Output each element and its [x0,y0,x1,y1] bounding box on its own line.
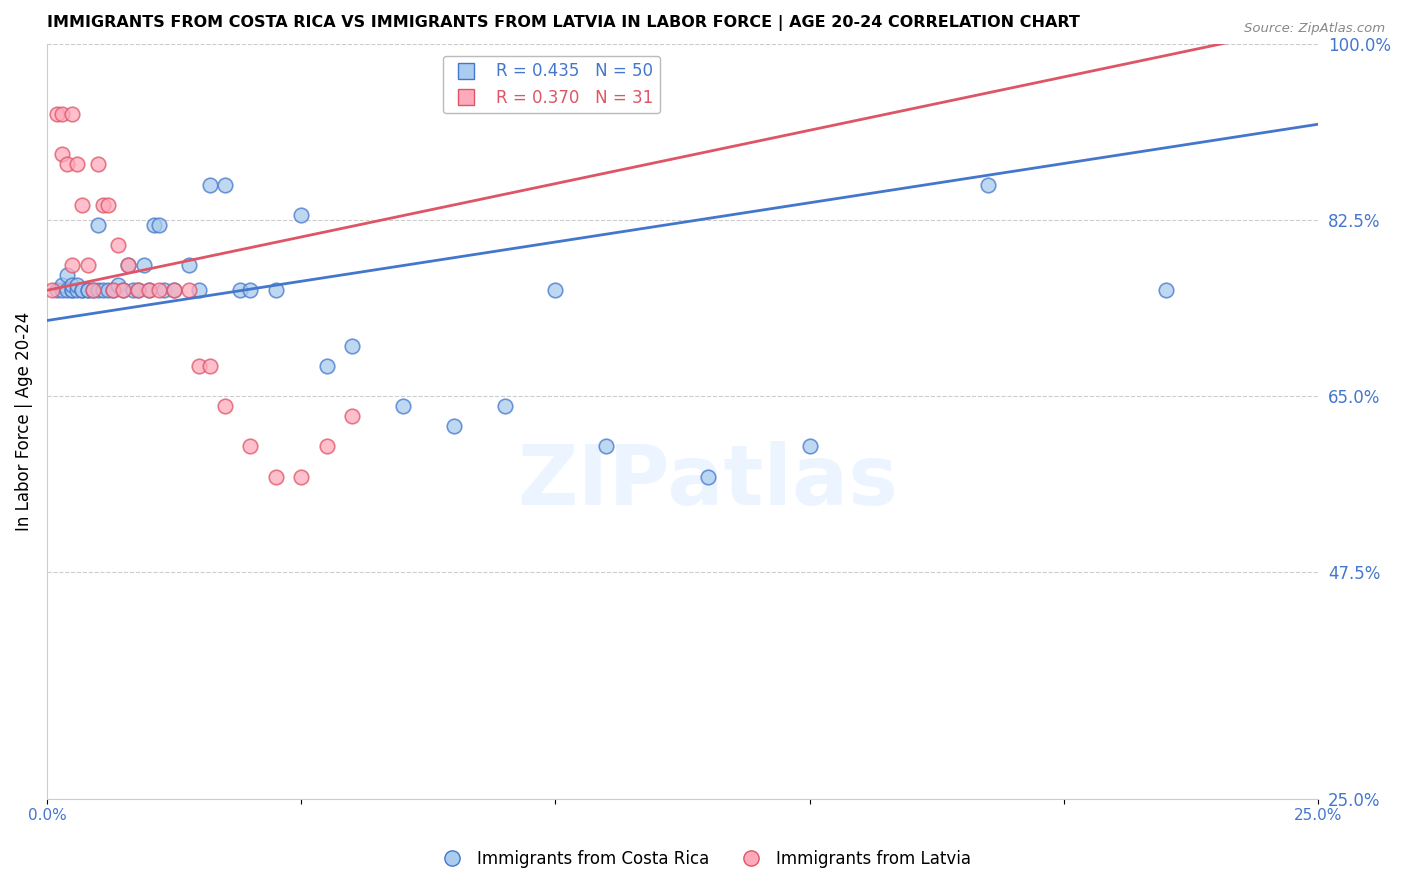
Point [132,258,155,272]
Point [87,218,110,232]
Point [229,283,252,297]
Point [264,469,287,483]
Point [87,283,110,297]
Point [138,283,160,297]
Point [340,339,363,353]
Point [977,178,1000,192]
Point [91,283,114,297]
Point [179,258,201,272]
Point [127,283,149,297]
Point [697,469,720,483]
Point [60,258,83,272]
Point [239,283,262,297]
Point [60,107,83,121]
Point [142,218,165,232]
Point [595,439,617,453]
Point [1154,283,1177,297]
Point [127,283,149,297]
Point [188,283,211,297]
Legend: R = 0.435   N = 50, R = 0.370   N = 31: R = 0.435 N = 50, R = 0.370 N = 31 [443,56,661,113]
Point [87,157,110,171]
Point [112,283,135,297]
Point [72,283,94,297]
Point [340,409,363,424]
Point [101,283,124,297]
Point [60,278,83,293]
Y-axis label: In Labor Force | Age 20-24: In Labor Force | Age 20-24 [15,311,32,531]
Point [56,157,79,171]
Point [153,283,176,297]
Point [163,283,186,297]
Point [82,283,104,297]
Point [179,283,201,297]
Point [494,399,516,413]
Point [315,359,337,373]
Point [163,283,186,297]
Point [138,283,160,297]
Text: ZIPatlas: ZIPatlas [517,442,898,522]
Point [117,258,139,272]
Point [46,283,69,297]
Point [51,147,73,161]
Point [112,283,135,297]
Point [290,208,312,222]
Point [264,283,287,297]
Point [107,238,129,252]
Point [198,178,221,192]
Point [91,198,114,212]
Point [51,107,73,121]
Point [46,107,69,121]
Point [214,178,236,192]
Point [107,278,129,293]
Point [315,439,337,453]
Point [72,283,94,297]
Point [148,283,170,297]
Point [56,268,79,283]
Point [66,278,89,293]
Point [198,359,221,373]
Point [148,218,170,232]
Point [239,439,262,453]
Point [290,469,312,483]
Text: Source: ZipAtlas.com: Source: ZipAtlas.com [1244,22,1385,36]
Point [122,283,145,297]
Point [60,283,83,297]
Point [97,283,120,297]
Point [51,278,73,293]
Point [60,283,83,297]
Point [117,258,139,272]
Point [214,399,236,413]
Point [82,283,104,297]
Point [76,258,98,272]
Point [51,283,73,297]
Point [41,283,63,297]
Legend: Immigrants from Costa Rica, Immigrants from Latvia: Immigrants from Costa Rica, Immigrants f… [429,844,977,875]
Point [56,283,79,297]
Point [72,198,94,212]
Point [544,283,567,297]
Point [76,283,98,297]
Point [188,359,211,373]
Point [97,198,120,212]
Point [66,283,89,297]
Point [799,439,821,453]
Point [392,399,415,413]
Point [66,157,89,171]
Point [76,283,98,297]
Point [443,419,465,434]
Point [101,283,124,297]
Text: IMMIGRANTS FROM COSTA RICA VS IMMIGRANTS FROM LATVIA IN LABOR FORCE | AGE 20-24 : IMMIGRANTS FROM COSTA RICA VS IMMIGRANTS… [46,15,1080,31]
